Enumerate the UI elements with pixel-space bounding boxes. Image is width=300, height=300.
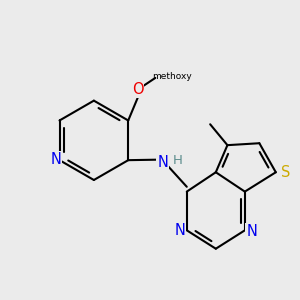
Text: H: H [173, 154, 183, 167]
Text: O: O [132, 82, 144, 97]
Text: N: N [50, 152, 61, 167]
Text: methoxy: methoxy [152, 72, 192, 81]
Text: S: S [281, 165, 290, 180]
Text: N: N [157, 155, 168, 170]
Text: N: N [175, 223, 185, 238]
Text: N: N [246, 224, 257, 239]
